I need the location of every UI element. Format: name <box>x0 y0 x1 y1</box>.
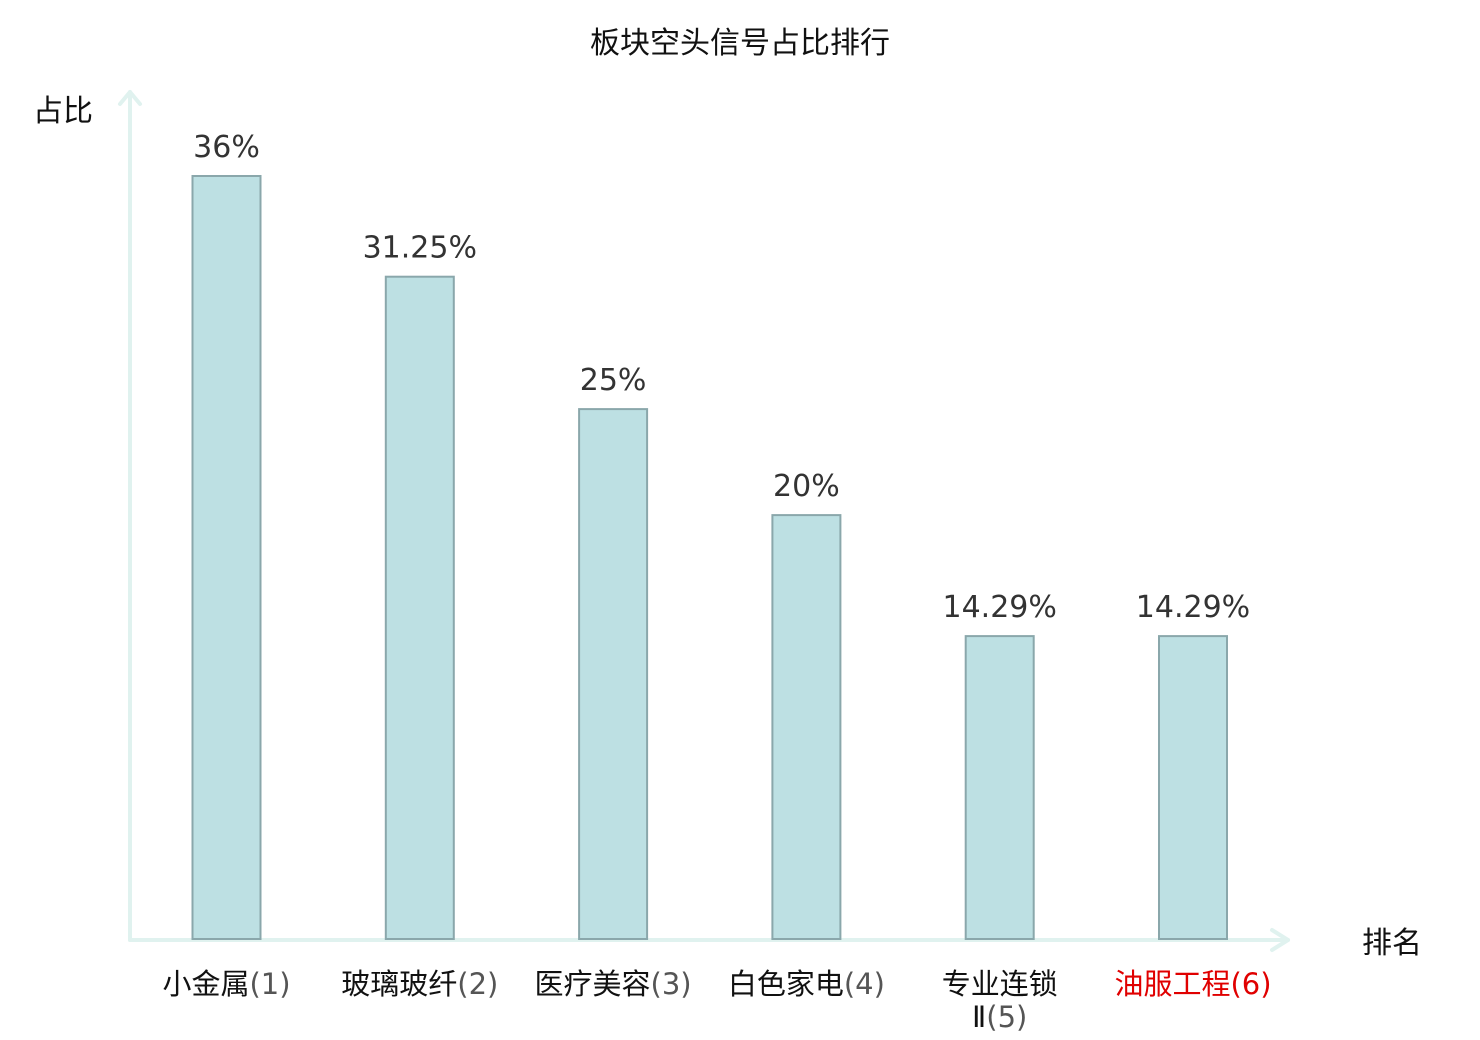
y-axis-arrow <box>118 90 142 106</box>
x-tick-rank: (1) <box>249 967 290 1001</box>
x-tick-label-2: 玻璃玻纤(2) <box>341 967 498 1001</box>
bar-4 <box>771 514 842 940</box>
x-tick-name: 玻璃玻纤 <box>341 967 457 1001</box>
x-axis-arrow <box>1270 928 1290 952</box>
bar-5 <box>964 635 1035 940</box>
x-tick-name: 白色家电 <box>728 967 844 1001</box>
x-tick-name-line2: Ⅱ <box>972 1000 986 1034</box>
value-label-4: 20% <box>773 469 840 504</box>
value-label-2: 31.25% <box>363 231 477 266</box>
x-tick-rank: (5) <box>986 1000 1027 1034</box>
y-axis: 占比 <box>33 90 142 942</box>
x-tick-rank: (4) <box>844 967 885 1001</box>
value-labels-group: 36% 31.25% 25% 20% 14.29% 14.29% <box>193 130 1250 625</box>
x-tick-label-4: 白色家电(4) <box>728 967 885 1001</box>
value-label-5: 14.29% <box>943 590 1057 625</box>
x-tick-label-6: 油服工程(6) <box>1114 967 1271 1001</box>
x-tick-rank: (6) <box>1230 967 1271 1001</box>
value-label-6: 14.29% <box>1136 590 1250 625</box>
x-tick-name: 小金属 <box>162 967 249 1001</box>
x-tick-label-5: 专业连锁 Ⅱ(5) <box>942 967 1058 1034</box>
x-axis: 排名 <box>128 926 1422 961</box>
chart-title: 板块空头信号占比排行 <box>590 26 890 61</box>
x-axis-label: 排名 <box>1362 926 1422 961</box>
value-label-3: 25% <box>580 363 647 398</box>
x-tick-rank: (3) <box>651 967 692 1001</box>
bars-group <box>191 175 1228 941</box>
x-tick-labels-group: 小金属(1) 玻璃玻纤(2) 医疗美容(3) 白色家电(4) 专业连锁 Ⅱ(5)油服工程(… <box>162 967 1271 1034</box>
value-label-1: 36% <box>193 130 260 165</box>
x-tick-label-3: 医疗美容(3) <box>535 967 692 1001</box>
bar-1 <box>191 175 262 940</box>
x-tick-rank: (2) <box>457 967 498 1001</box>
bar-2 <box>384 275 455 940</box>
x-tick-name: 医疗美容 <box>535 967 651 1001</box>
y-axis-label: 占比 <box>33 94 93 129</box>
x-tick-name: 专业连锁 <box>942 967 1058 1001</box>
x-tick-label-1: 小金属(1) <box>162 967 290 1001</box>
bar-6 <box>1158 635 1228 940</box>
bar-3 <box>578 408 649 941</box>
x-tick-name: 油服工程 <box>1114 967 1230 1001</box>
